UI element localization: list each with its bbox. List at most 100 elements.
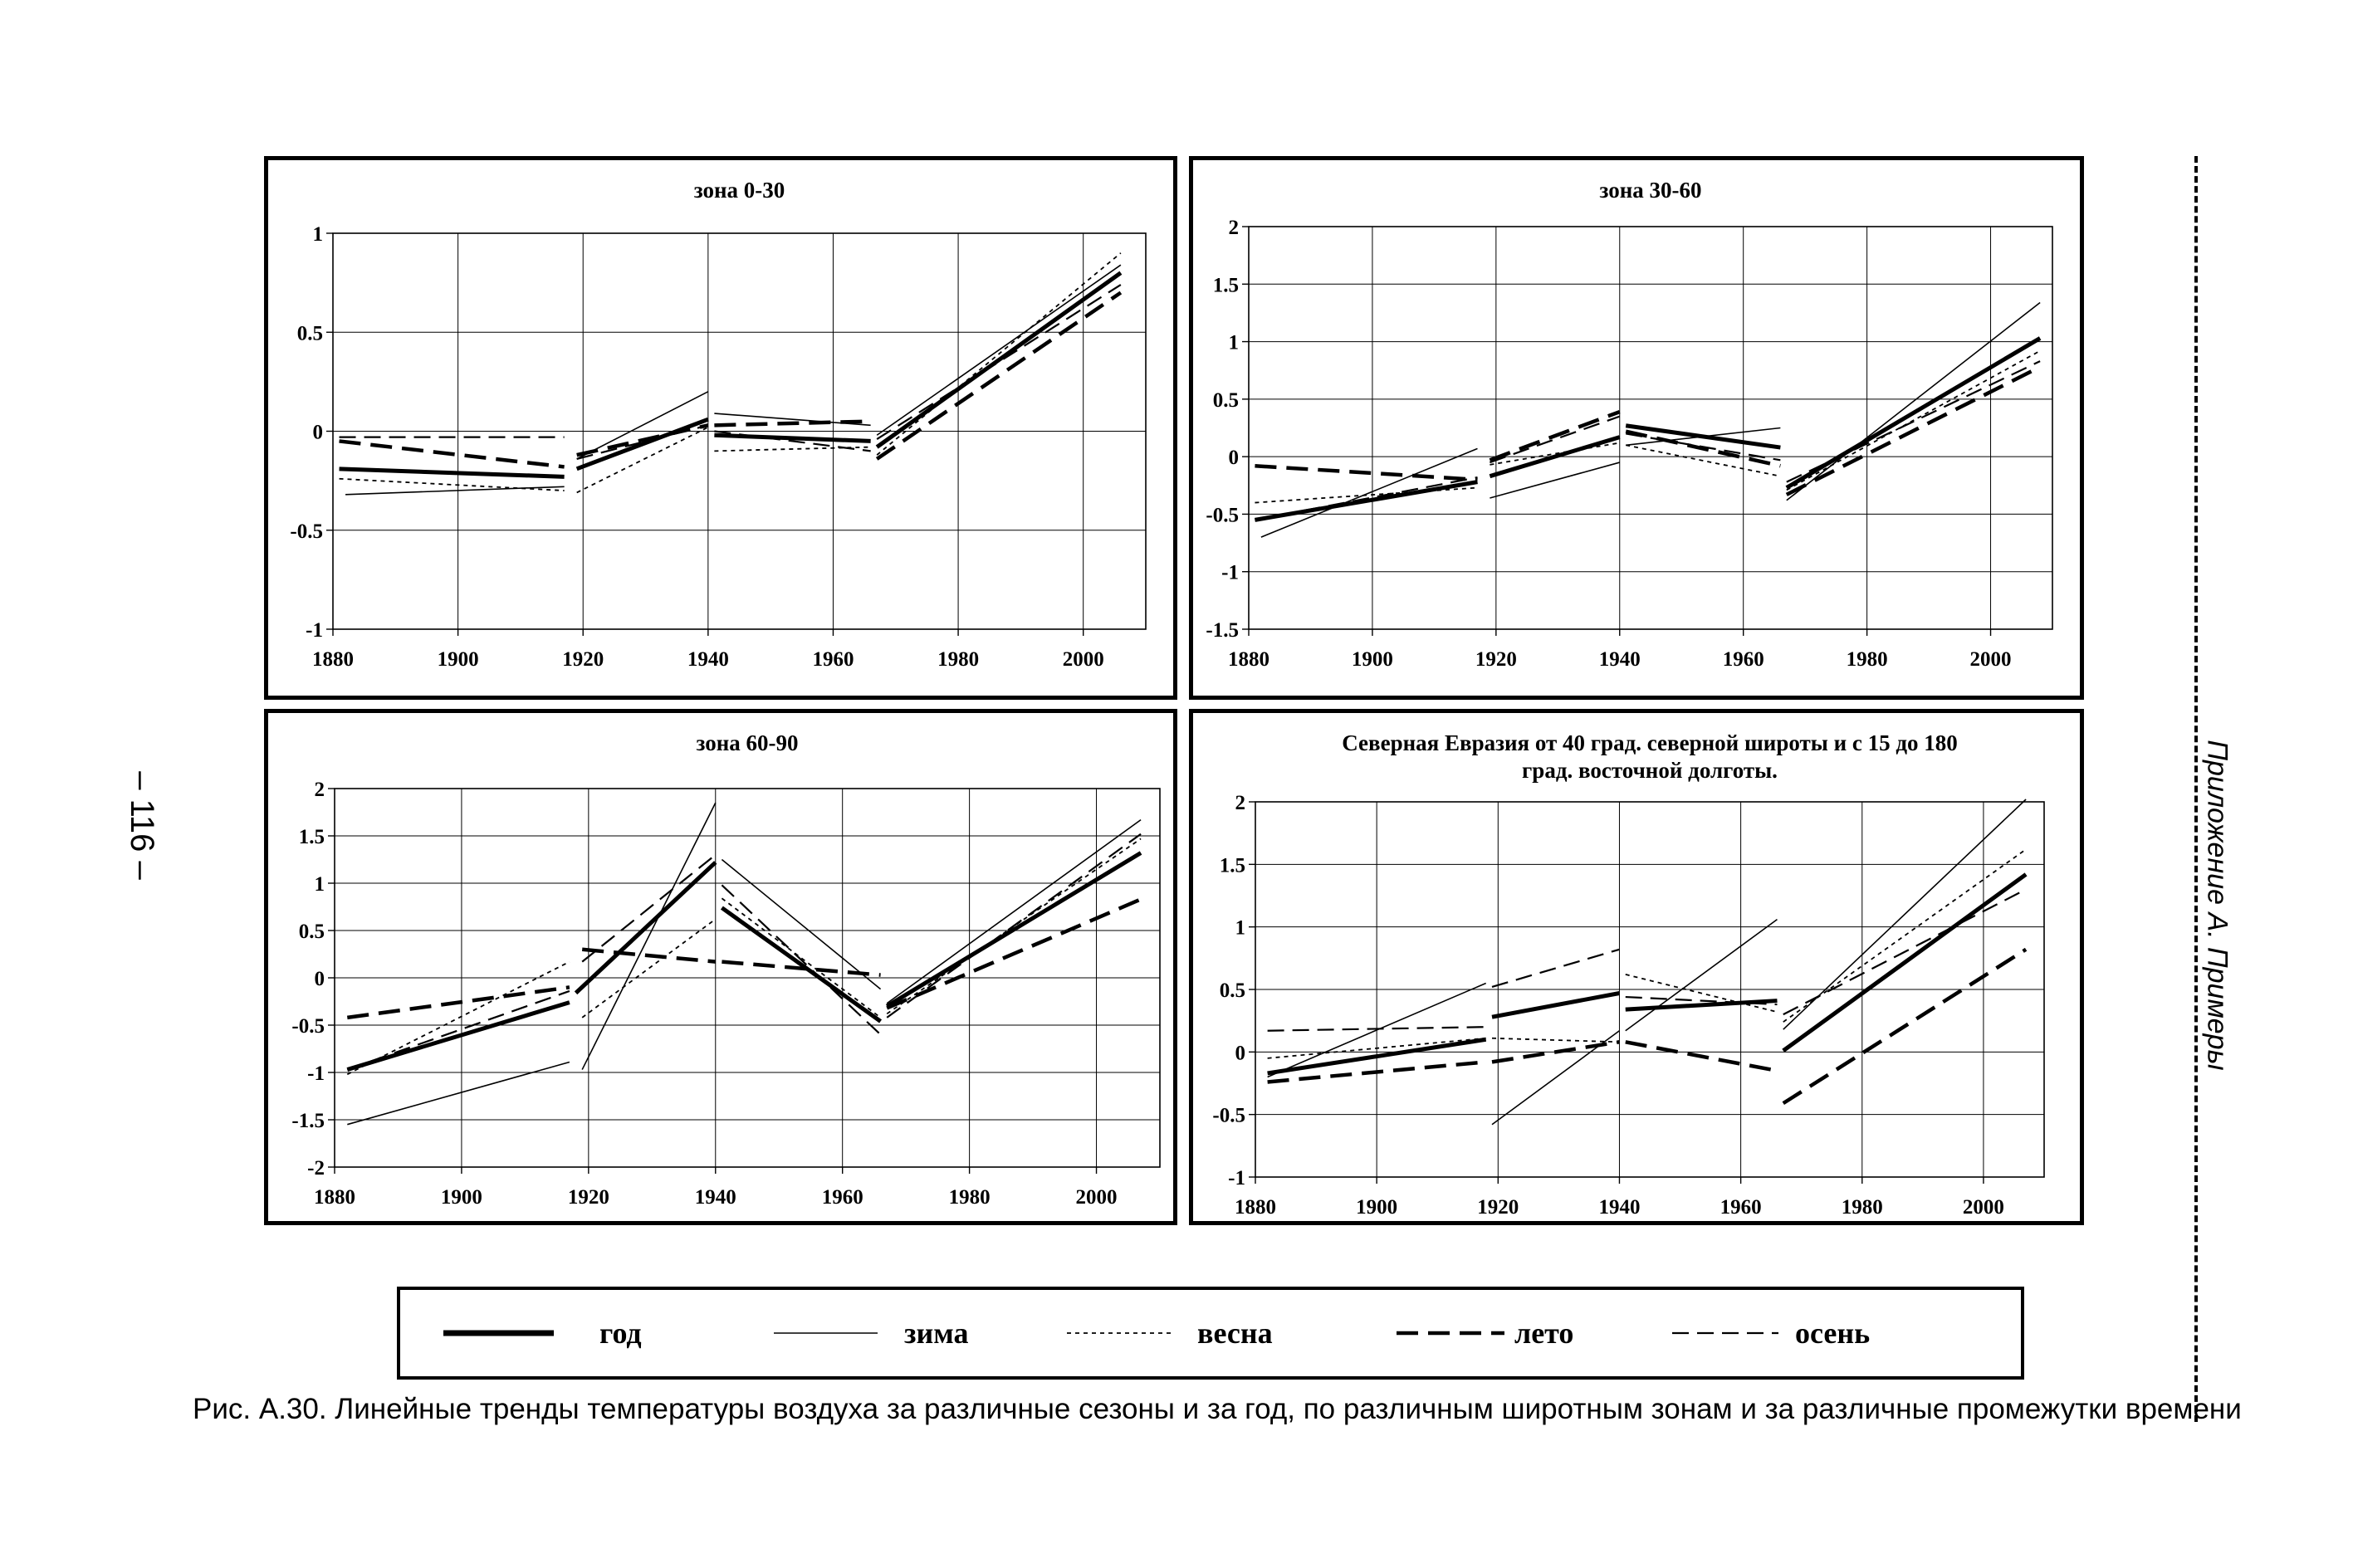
y-tick-label: -0.5 — [290, 520, 323, 543]
y-tick-label: -1 — [1228, 1167, 1245, 1189]
trend-segment-год — [885, 851, 1142, 1009]
y-tick-label: 1 — [313, 223, 324, 246]
x-tick-label: 1880 — [1228, 648, 1269, 671]
trend-segment-лето — [581, 947, 716, 964]
y-tick-label: -0.5 — [1212, 1105, 1245, 1127]
x-tick-label: 1940 — [687, 648, 729, 671]
trend-segment-осень — [876, 284, 1122, 440]
series-зима — [345, 264, 1122, 496]
legend-label-winter: зима — [904, 1316, 968, 1350]
chart-svg-zone-0-30: зона 0-30 -1 -0.5 0 0.5 1 1880 1900 1920 1940 1960… — [290, 178, 1147, 671]
trend-segment-зима — [581, 802, 717, 1070]
series-год — [339, 271, 1123, 479]
chart-title-line2: град. восточной долготы. — [1522, 758, 1778, 783]
y-tick-label: -0.5 — [1206, 504, 1239, 526]
series-зима — [347, 802, 1142, 1126]
chart-title: зона 0-30 — [694, 178, 785, 203]
x-tick-label: 1960 — [822, 1186, 863, 1209]
trend-segment-зима — [1260, 447, 1478, 538]
legend-label-autumn: осень — [1795, 1316, 1870, 1350]
x-tick-label: 1880 — [312, 648, 354, 671]
chart-panel-zone-0-30: зона 0-30 -1 -0.5 0 0.5 1 1880 1900 1920 1940 1960… — [264, 156, 1177, 700]
chart-title: Северная Евразия от 40 град. северной ши… — [1342, 730, 1958, 755]
trend-segment-зима — [1490, 462, 1620, 499]
trend-segment-осень — [1491, 948, 1620, 989]
trend-segment-осень — [886, 833, 1142, 1018]
trend-segment-лето — [1489, 409, 1621, 462]
trend-segment-весна — [1786, 349, 2041, 491]
series-весна — [1255, 349, 2041, 504]
trend-segment-осень — [1255, 476, 1478, 521]
page-number: – 116 – — [116, 771, 166, 880]
legend-label-spring: весна — [1197, 1316, 1273, 1350]
trend-segment-зима — [1625, 918, 1778, 1032]
figure-caption: Рис. А.30. Линейные тренды температуры в… — [193, 1393, 2242, 1425]
series-зима — [1267, 799, 2027, 1126]
trend-segment-весна — [1255, 486, 1478, 504]
series-весна — [346, 838, 1142, 1076]
trend-segment-весна — [1267, 1037, 1486, 1059]
trend-segment-зима — [345, 486, 565, 496]
y-tick-label: 2 — [1229, 217, 1240, 239]
series-осень — [1267, 888, 2027, 1032]
y-tick-label: 0 — [313, 422, 324, 444]
trend-segment-год — [720, 906, 883, 1023]
series-зима — [1260, 301, 2041, 538]
trend-segment-осень — [1267, 1026, 1486, 1032]
x-tick-label: 1980 — [1842, 1196, 1883, 1219]
x-tick-label: 1960 — [1720, 1196, 1762, 1219]
y-tick-label: 0.5 — [297, 322, 323, 344]
series-весна — [339, 252, 1122, 494]
x-tick-label: 1920 — [562, 648, 604, 671]
legend-svg: год зима весна лето осень — [443, 1316, 1870, 1350]
trend-segment-осень — [1783, 888, 2027, 1016]
x-tick-label: 1940 — [695, 1186, 736, 1209]
trend-segment-весна — [886, 838, 1142, 1015]
y-tick-label: -1 — [1221, 562, 1239, 584]
trend-segment-год — [575, 417, 709, 471]
trend-segment-лето — [1625, 429, 1781, 468]
x-tick-label: 1900 — [438, 648, 479, 671]
appendix-side-label: Приложение А. Примеры — [2184, 740, 2250, 1070]
chart-panel-zone-60-90: зона 60-90 -2 -1.5 -1 -0.5 0 0.5 1 1.5 2 1880 1900 1… — [264, 709, 1177, 1225]
appendix-side-label-text: Приложение А. Примеры — [2201, 739, 2233, 1071]
trend-segment-лето — [714, 419, 871, 427]
series-весна — [1267, 848, 2027, 1059]
trend-segment-лето — [1625, 1040, 1778, 1073]
y-tick-label: 0.5 — [299, 921, 325, 943]
trend-segment-лето — [722, 960, 881, 977]
y-tick-label: -2 — [307, 1157, 325, 1180]
y-tick-label: 2 — [1235, 792, 1246, 814]
trend-segment-весна — [339, 477, 565, 491]
y-tick-label: -1.5 — [291, 1110, 325, 1132]
trend-segment-весна — [1491, 1037, 1620, 1043]
trend-segment-осень — [1625, 995, 1778, 1006]
trend-segment-зима — [1786, 301, 2041, 501]
y-tick-label: -1 — [307, 1062, 325, 1085]
trend-segment-год — [574, 861, 717, 995]
y-tick-label: 0.5 — [1220, 979, 1245, 1002]
series-осень — [346, 833, 1142, 1071]
chart-svg-zone-60-90: зона 60-90 -2 -1.5 -1 -0.5 0 0.5 1 1.5 2 1880 1900 1… — [291, 730, 1161, 1209]
trend-segment-лето — [1491, 1040, 1620, 1064]
trend-segment-весна — [1626, 444, 1781, 477]
trend-segment-лето — [1267, 1060, 1486, 1084]
x-tick-label: 1920 — [1475, 648, 1517, 671]
trend-segment-лето — [1782, 947, 2028, 1106]
x-tick-label: 1920 — [1477, 1196, 1519, 1219]
x-tick-label: 2000 — [1076, 1186, 1118, 1209]
trend-segment-лето — [886, 897, 1142, 1010]
trend-segment-зима — [721, 858, 882, 990]
trend-segment-зима — [1783, 799, 2027, 1030]
trend-segment-осень — [721, 884, 882, 1036]
trend-segment-лето — [875, 291, 1123, 461]
trend-segment-год — [1491, 991, 1620, 1019]
trend-segment-лето — [1255, 463, 1478, 482]
chart-panel-zone-30-60: зона 30-60 -1.5 -1 -0.5 0 0.5 1 1.5 2 1880 1900 192… — [1189, 156, 2084, 700]
series-лето — [346, 897, 1142, 1020]
trend-segment-осень — [576, 424, 709, 460]
y-tick-label: 0 — [315, 968, 325, 990]
x-tick-label: 1980 — [937, 648, 979, 671]
x-tick-label: 1960 — [1723, 648, 1764, 671]
trend-segment-осень — [346, 989, 570, 1071]
